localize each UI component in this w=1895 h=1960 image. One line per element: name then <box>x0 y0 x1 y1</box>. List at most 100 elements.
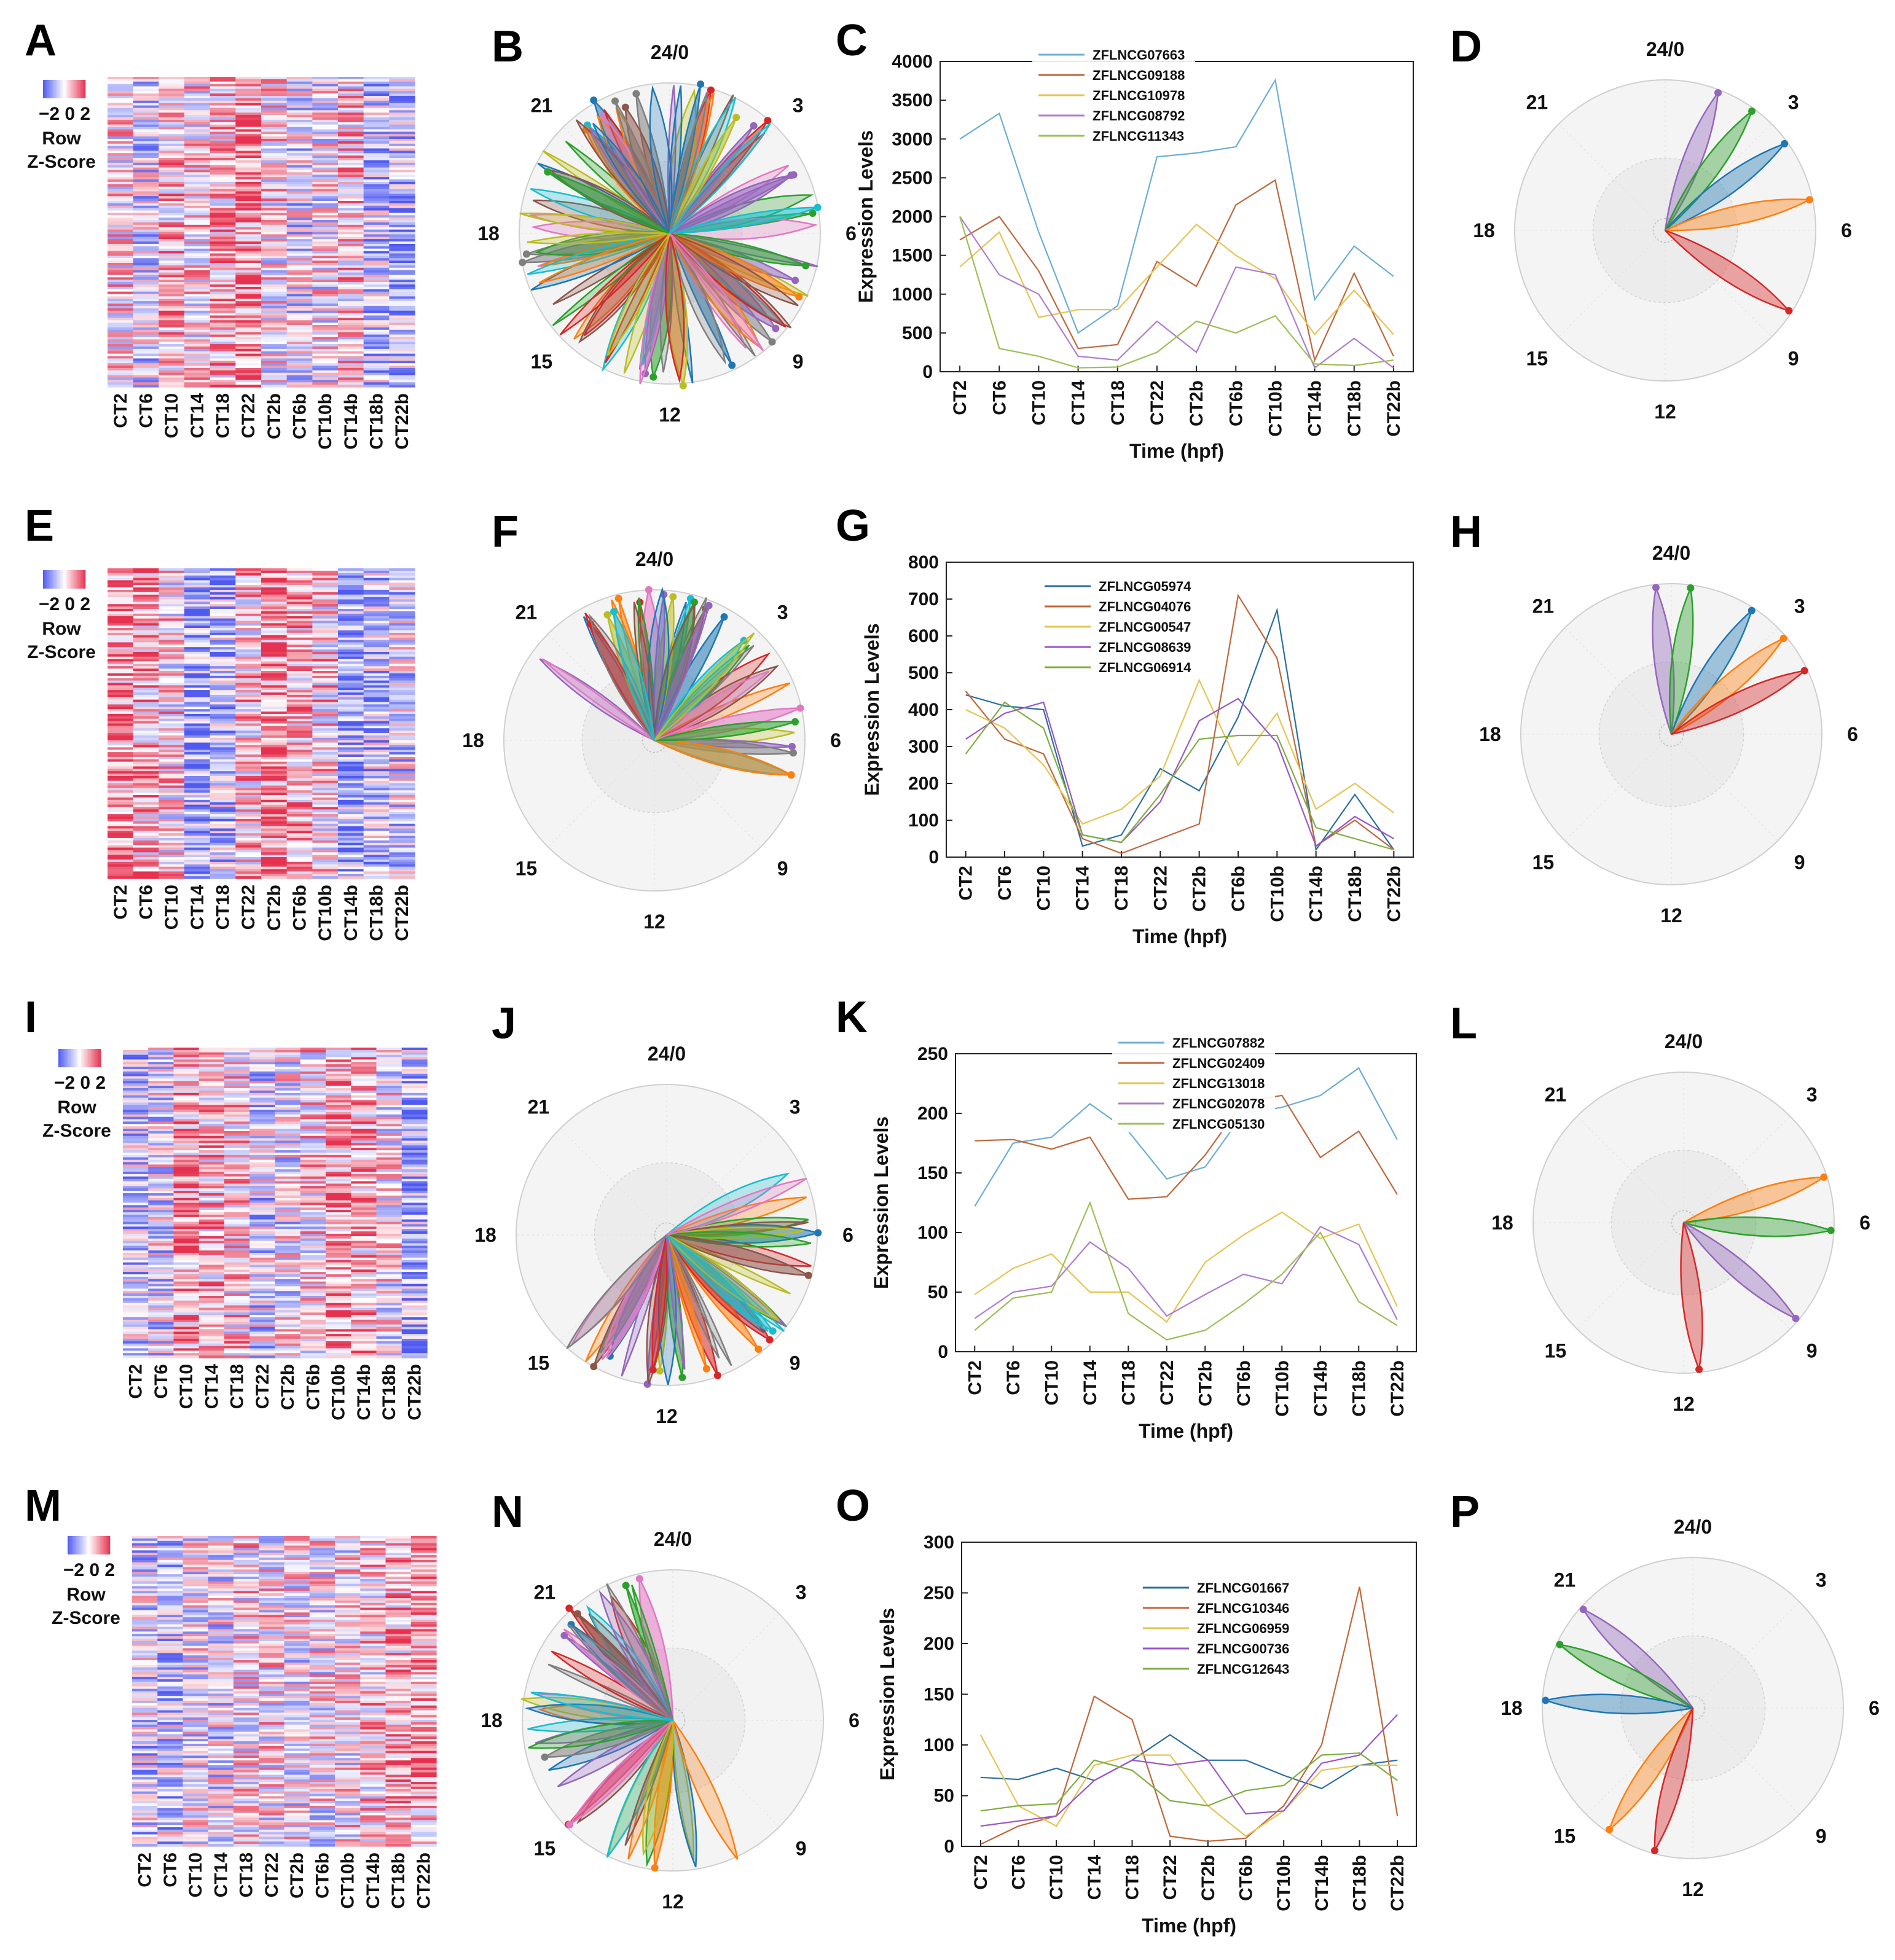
heatmap-cell <box>338 308 364 312</box>
heatmap-cell <box>159 366 185 369</box>
heatmap-cell <box>148 1086 175 1089</box>
heatmap-cell <box>210 589 236 593</box>
heatmap-cell <box>389 716 415 719</box>
heatmap-cell <box>133 740 159 743</box>
heatmap-cell <box>249 1195 276 1199</box>
heatmap-cell <box>326 1286 351 1289</box>
heatmap-cell <box>363 649 390 653</box>
heatmap-cell <box>389 305 415 309</box>
colorbar-swatch <box>57 80 59 98</box>
heatmap-cell <box>338 707 364 710</box>
heatmap-cell <box>286 759 313 762</box>
heatmap-cell <box>159 587 185 590</box>
heatmap-cell <box>123 1217 149 1220</box>
heatmap-cell <box>173 1276 200 1280</box>
heatmap-cell <box>389 647 415 650</box>
heatmap-cell <box>338 103 364 106</box>
heatmap-cell <box>401 1131 428 1134</box>
heatmap-cell <box>123 1221 149 1225</box>
heatmap-cell <box>182 1540 209 1544</box>
heatmap-cell <box>338 632 364 636</box>
heatmap-cell <box>261 602 288 605</box>
heatmap-cell <box>351 1078 377 1081</box>
heatmap-cell <box>401 1226 428 1229</box>
heatmap-cell <box>286 659 313 662</box>
heatmap-cell <box>261 850 288 853</box>
heatmap-cell <box>133 267 159 271</box>
heatmap-cell <box>363 769 390 772</box>
heatmap-cell <box>108 286 134 290</box>
heatmap-cell <box>351 1286 377 1289</box>
heatmap-cell <box>159 329 185 333</box>
heatmap-cell <box>235 759 262 762</box>
heatmap-cell <box>159 155 185 159</box>
heatmap-cell <box>198 1143 225 1146</box>
heatmap-cell <box>210 642 236 645</box>
heatmap-cell <box>261 323 288 326</box>
heatmap-cell <box>338 661 364 664</box>
heatmap-cell <box>401 1279 428 1282</box>
heatmap-cell <box>401 1067 428 1070</box>
heatmap-cell <box>363 91 390 94</box>
heatmap-cell <box>261 642 288 645</box>
heatmap-cell <box>286 704 313 707</box>
heatmap-cell <box>198 1067 225 1070</box>
heatmap-cell <box>235 599 262 602</box>
heatmap-cell <box>286 351 313 355</box>
heatmap-cell <box>198 1159 225 1163</box>
heatmap-cell <box>286 117 313 120</box>
heatmap-cell <box>235 301 262 304</box>
heatmap-cell <box>363 210 390 214</box>
heatmap-cell <box>210 272 236 276</box>
heatmap-cell <box>363 723 390 726</box>
heatmap-cell <box>410 1550 437 1553</box>
heatmap-cell <box>338 759 364 762</box>
heatmap-cell <box>108 673 134 676</box>
heatmap-cell <box>312 659 339 662</box>
heatmap-cell <box>123 1226 149 1229</box>
heatmap-cell <box>235 239 262 242</box>
heatmap-cell <box>363 733 390 736</box>
heatmap-cell <box>210 103 236 106</box>
heatmap-cell <box>410 1562 437 1566</box>
heatmap-cell <box>389 117 415 120</box>
heatmap-cell <box>286 112 313 116</box>
heatmap-cell <box>249 1162 276 1165</box>
heatmap-cell <box>108 632 134 636</box>
heatmap-cell <box>363 127 390 130</box>
heatmap-cell <box>389 196 415 199</box>
heatmap-cell <box>300 1064 326 1067</box>
heatmap-cell <box>389 86 415 90</box>
heatmap-cell <box>312 239 339 242</box>
heatmap-cell <box>235 837 262 841</box>
heatmap-cell <box>224 1241 250 1244</box>
heatmap-cell <box>389 733 415 736</box>
heatmap-cell <box>259 1553 285 1556</box>
heatmap-cell <box>389 697 415 700</box>
heatmap-cell <box>184 656 211 660</box>
heatmap-cell <box>312 289 339 292</box>
heatmap-cell <box>159 675 185 679</box>
heatmap-cell <box>159 594 185 598</box>
heatmap-cell <box>133 775 159 779</box>
heatmap-cell <box>159 580 185 583</box>
heatmap-cell <box>235 141 262 144</box>
heatmap-cell <box>376 1178 402 1182</box>
heatmap-cell <box>363 692 390 696</box>
heatmap-cell <box>123 1255 149 1258</box>
heatmap-cell <box>286 77 313 80</box>
heatmap-cell <box>210 697 236 700</box>
heatmap-cell <box>389 668 415 672</box>
heatmap-cell <box>208 1543 234 1546</box>
heatmap-cell <box>159 325 185 328</box>
heatmap-cell <box>235 351 262 355</box>
heatmap-cell <box>338 210 364 214</box>
colorbar-swatch <box>93 1049 96 1067</box>
heatmap-cell <box>108 375 134 378</box>
heatmap-cell <box>286 291 313 295</box>
heatmap-cell <box>210 334 236 338</box>
heatmap-cell <box>261 346 288 350</box>
heatmap-cell <box>389 594 415 598</box>
heatmap-cell <box>184 174 211 178</box>
heatmap-cell <box>157 1555 184 1558</box>
